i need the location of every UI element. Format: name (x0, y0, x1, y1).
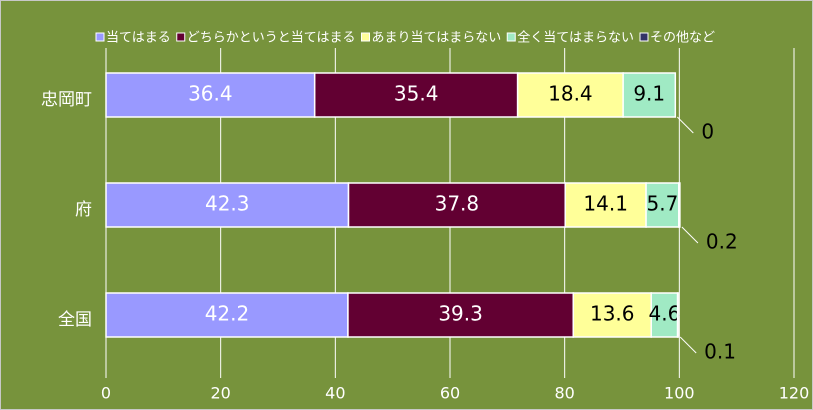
x-tick-label: 0 (101, 384, 111, 403)
bar-segment (650, 292, 679, 338)
legend-label: どちらかというと当てはまる (187, 31, 356, 46)
legend-swatch (639, 32, 649, 42)
data-label: 0.2 (706, 230, 738, 254)
data-label: 14.1 (583, 192, 628, 216)
x-tick-label: 80 (554, 384, 574, 403)
bar-segment (105, 72, 316, 118)
bar-segment (676, 292, 679, 338)
y-tick-label: 府 (75, 200, 92, 220)
data-label: 42.2 (205, 302, 250, 326)
data-label: 0.1 (704, 340, 736, 364)
x-tick-label: 60 (440, 384, 460, 403)
bar-segment (347, 182, 566, 228)
legend-swatch (361, 32, 370, 42)
legend-label: 全く当てはまらない (517, 30, 634, 46)
data-label: 9.1 (633, 82, 665, 106)
bar-segment (645, 182, 680, 228)
y-tick-label: 全国 (58, 310, 92, 330)
legend-label: あまり当てはまらない (372, 31, 502, 46)
legend-swatch (176, 32, 186, 42)
data-label: 39.3 (438, 302, 483, 326)
data-label: 0 (701, 120, 714, 144)
x-tick-label: 20 (210, 384, 230, 403)
legend-label: その他など (650, 31, 715, 46)
bar-segment (564, 182, 647, 228)
x-tick-label: 40 (325, 384, 345, 403)
data-label: 18.4 (548, 82, 593, 106)
bar-segment (678, 182, 681, 228)
bar-segment (622, 72, 677, 118)
bar-segment (516, 72, 624, 118)
y-tick-label: 忠岡町 (41, 90, 92, 110)
data-label: 5.7 (647, 192, 679, 216)
bar-segment (313, 72, 519, 118)
legend-swatch (95, 32, 105, 42)
bar-segment (347, 292, 575, 338)
data-label: 37.8 (435, 192, 480, 216)
data-label: 4.6 (649, 302, 681, 326)
leader-line (676, 116, 694, 134)
leader-line (681, 226, 699, 244)
legend-swatch (506, 32, 516, 42)
x-tick-label: 120 (779, 384, 810, 403)
data-label: 35.4 (394, 82, 439, 106)
data-label: 36.4 (188, 82, 233, 106)
bar-segment (105, 182, 350, 228)
data-label: 42.3 (205, 192, 250, 216)
bar-segment (105, 292, 349, 338)
x-tick-label: 100 (664, 384, 695, 403)
legend-label: 当てはまる (106, 31, 171, 46)
leader-line (679, 336, 697, 354)
data-label: 13.6 (590, 302, 635, 326)
